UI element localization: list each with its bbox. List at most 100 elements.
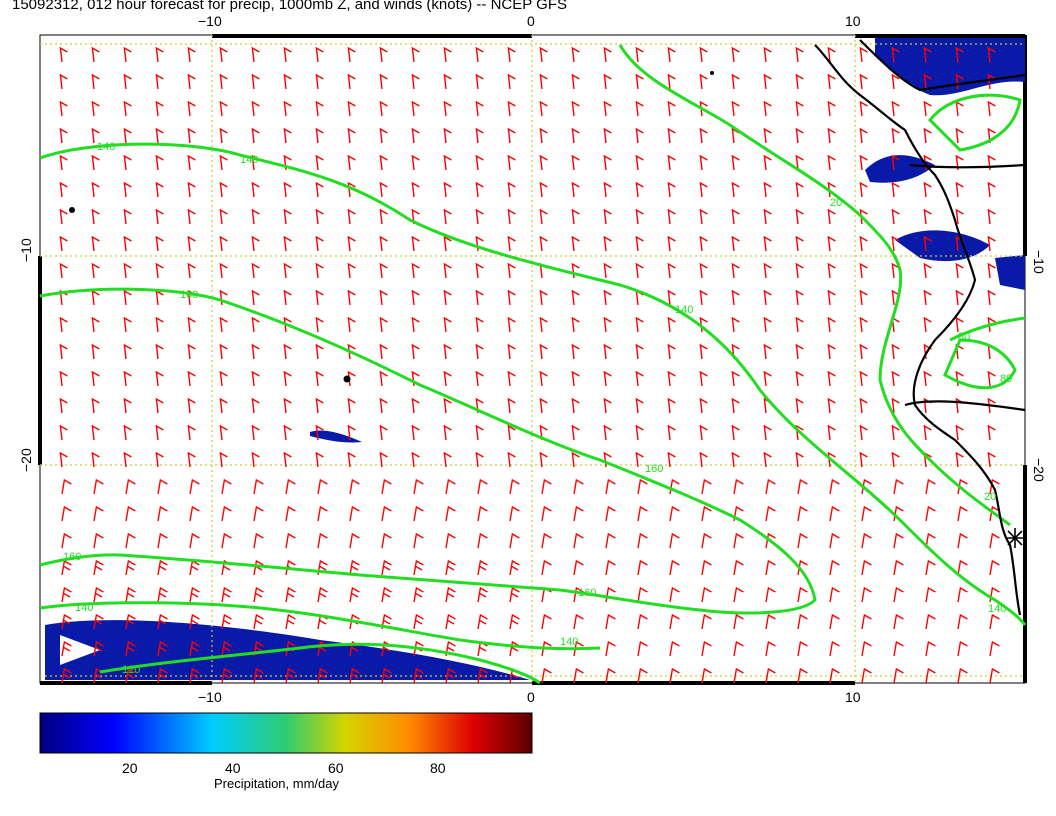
wind-barb bbox=[859, 316, 868, 333]
wind-barb bbox=[61, 667, 72, 684]
wind-barb bbox=[59, 451, 68, 468]
wind-barb bbox=[347, 100, 356, 117]
wind-barb bbox=[731, 424, 740, 441]
wind-barb bbox=[189, 559, 200, 576]
wind-barb bbox=[667, 424, 676, 441]
wind-barb bbox=[635, 397, 644, 414]
wind-barb bbox=[411, 46, 420, 63]
wind-barb bbox=[925, 559, 936, 576]
wind-barb bbox=[381, 532, 392, 549]
wind-barb bbox=[797, 532, 808, 549]
wind-barb bbox=[219, 127, 228, 144]
wind-barb bbox=[891, 181, 900, 198]
wind-barb bbox=[827, 208, 836, 225]
wind-barb bbox=[541, 478, 552, 495]
wind-barb bbox=[571, 154, 580, 171]
precip-small bbox=[310, 430, 362, 443]
wind-barb bbox=[379, 127, 388, 144]
wind-barb bbox=[925, 478, 936, 495]
wind-barb bbox=[635, 208, 644, 225]
wind-barb bbox=[571, 370, 580, 387]
wind-barb bbox=[219, 343, 228, 360]
wind-barb bbox=[667, 289, 676, 306]
wind-barb bbox=[477, 613, 488, 630]
wind-barb bbox=[187, 397, 196, 414]
wind-barb bbox=[733, 532, 744, 549]
wind-barb bbox=[317, 532, 328, 549]
wind-barb bbox=[955, 100, 964, 117]
wind-barb bbox=[989, 667, 1000, 684]
wind-barb bbox=[699, 127, 708, 144]
wind-barb bbox=[987, 46, 996, 63]
wind-barb bbox=[603, 316, 612, 333]
wind-barb bbox=[605, 559, 616, 576]
wind-barb bbox=[283, 127, 292, 144]
wind-barb bbox=[763, 370, 772, 387]
wind-barb bbox=[253, 559, 264, 576]
wind-barb bbox=[699, 100, 708, 117]
wind-barb bbox=[155, 181, 164, 198]
wind-barb bbox=[475, 316, 484, 333]
wind-barb bbox=[763, 316, 772, 333]
wind-barb bbox=[571, 235, 580, 252]
wind-barb bbox=[635, 370, 644, 387]
wind-barb bbox=[155, 343, 164, 360]
wind-barb bbox=[635, 343, 644, 360]
wind-barb bbox=[573, 640, 584, 657]
wind-barb bbox=[571, 289, 580, 306]
wind-barb bbox=[795, 451, 804, 468]
wind-barb bbox=[379, 235, 388, 252]
wind-barb bbox=[347, 154, 356, 171]
wind-barb bbox=[603, 235, 612, 252]
wind-barb bbox=[987, 397, 996, 414]
wind-barb bbox=[443, 73, 452, 90]
wind-barb bbox=[573, 613, 584, 630]
wind-barb bbox=[827, 100, 836, 117]
wind-barb bbox=[93, 505, 104, 522]
wind-barb bbox=[891, 127, 900, 144]
wind-barb bbox=[475, 73, 484, 90]
wind-barb bbox=[829, 559, 840, 576]
wind-barb bbox=[955, 316, 964, 333]
wind-barb bbox=[539, 235, 548, 252]
precip-northeast bbox=[875, 38, 1025, 96]
wind-barb bbox=[891, 370, 900, 387]
wind-barb bbox=[763, 127, 772, 144]
wind-barb bbox=[573, 667, 584, 684]
wind-barb bbox=[477, 586, 488, 603]
contour-label: 80 bbox=[958, 331, 970, 343]
wind-barb bbox=[253, 586, 264, 603]
wind-barb bbox=[315, 100, 324, 117]
wind-barb bbox=[91, 451, 100, 468]
wind-barb bbox=[667, 262, 676, 279]
wind-barb bbox=[987, 208, 996, 225]
wind-barb bbox=[443, 289, 452, 306]
wind-barb bbox=[571, 46, 580, 63]
graticule bbox=[40, 35, 1025, 683]
wind-barb bbox=[189, 505, 200, 522]
wind-barb bbox=[475, 289, 484, 306]
wind-barb bbox=[763, 343, 772, 360]
wind-barb bbox=[571, 424, 580, 441]
wind-barb bbox=[477, 667, 488, 684]
wind-barb bbox=[603, 154, 612, 171]
wind-barb bbox=[219, 235, 228, 252]
wind-barb bbox=[251, 127, 260, 144]
wind-barb bbox=[475, 154, 484, 171]
wind-barb bbox=[91, 100, 100, 117]
wind-barb bbox=[539, 208, 548, 225]
wind-barb bbox=[603, 397, 612, 414]
wind-barb bbox=[477, 505, 488, 522]
wind-barb bbox=[59, 343, 68, 360]
wind-barb bbox=[731, 262, 740, 279]
wind-barb bbox=[987, 370, 996, 387]
wind-barb bbox=[125, 478, 136, 495]
wind-barb bbox=[315, 127, 324, 144]
wind-barb bbox=[251, 100, 260, 117]
border-2 bbox=[904, 400, 1026, 412]
wind-barb bbox=[443, 181, 452, 198]
wind-barb bbox=[955, 154, 964, 171]
wind-barb bbox=[571, 100, 580, 117]
wind-barb bbox=[187, 343, 196, 360]
wind-barb bbox=[189, 667, 200, 684]
